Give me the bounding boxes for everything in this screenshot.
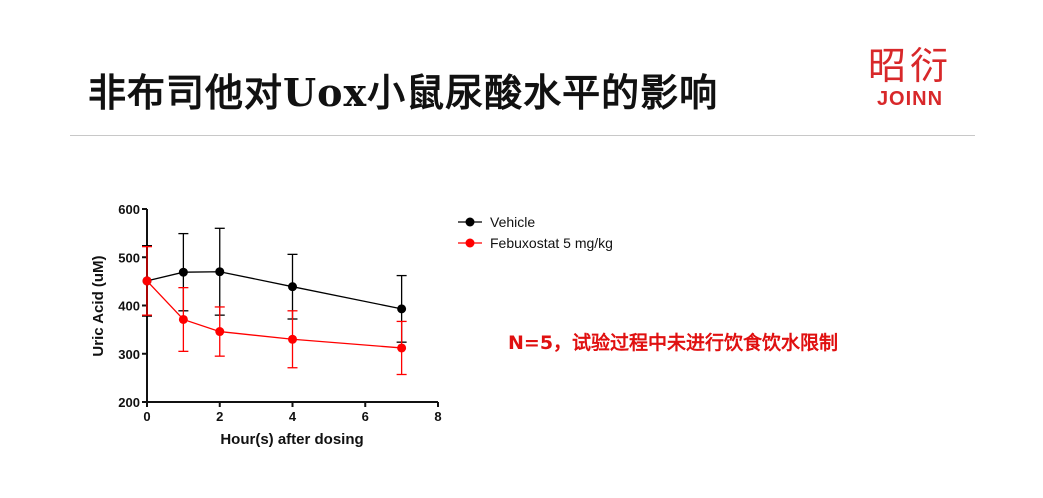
series-line	[146, 271, 402, 310]
y-axis-label: Uric Acid (uM)	[90, 255, 107, 356]
legend-label: Febuxostat 5 mg/kg	[490, 235, 613, 251]
title-divider	[70, 135, 975, 136]
legend-label: Vehicle	[490, 214, 535, 230]
x-tick-label: 2	[216, 409, 223, 424]
y-tick-label: 200	[118, 395, 140, 410]
x-axis-label: Hour(s) after dosing	[220, 431, 363, 448]
data-point	[178, 267, 188, 277]
data-point	[288, 282, 297, 292]
y-tick-label: 400	[118, 299, 140, 314]
x-tick-label: 6	[362, 409, 369, 424]
data-point	[288, 334, 297, 344]
x-tick-label: 8	[434, 409, 441, 424]
x-tick-label: 4	[289, 409, 297, 424]
legend-marker	[465, 238, 475, 248]
data-point	[215, 267, 225, 277]
legend-marker	[465, 217, 475, 227]
y-tick-label: 500	[118, 250, 140, 265]
y-tick-label: 300	[118, 347, 140, 362]
series-vehicle	[142, 227, 407, 343]
slide-title: 非布司他对Uox小鼠尿酸水平的影响	[88, 70, 719, 115]
series-febuxostat	[142, 245, 407, 376]
study-note: N=5，试验过程中未进行饮食饮水限制	[508, 332, 839, 354]
series-line	[146, 280, 402, 349]
joinn-logo: 昭衍 JOINN	[855, 44, 965, 111]
data-point	[397, 304, 407, 314]
x-tick-label: 0	[143, 409, 150, 424]
logo-chinese: 昭衍	[867, 44, 952, 88]
data-point	[142, 276, 152, 286]
y-tick-label: 600	[118, 202, 140, 217]
data-point	[397, 343, 407, 353]
data-point	[178, 314, 188, 324]
logo-english: JOINN	[876, 88, 944, 110]
data-point	[215, 327, 225, 337]
